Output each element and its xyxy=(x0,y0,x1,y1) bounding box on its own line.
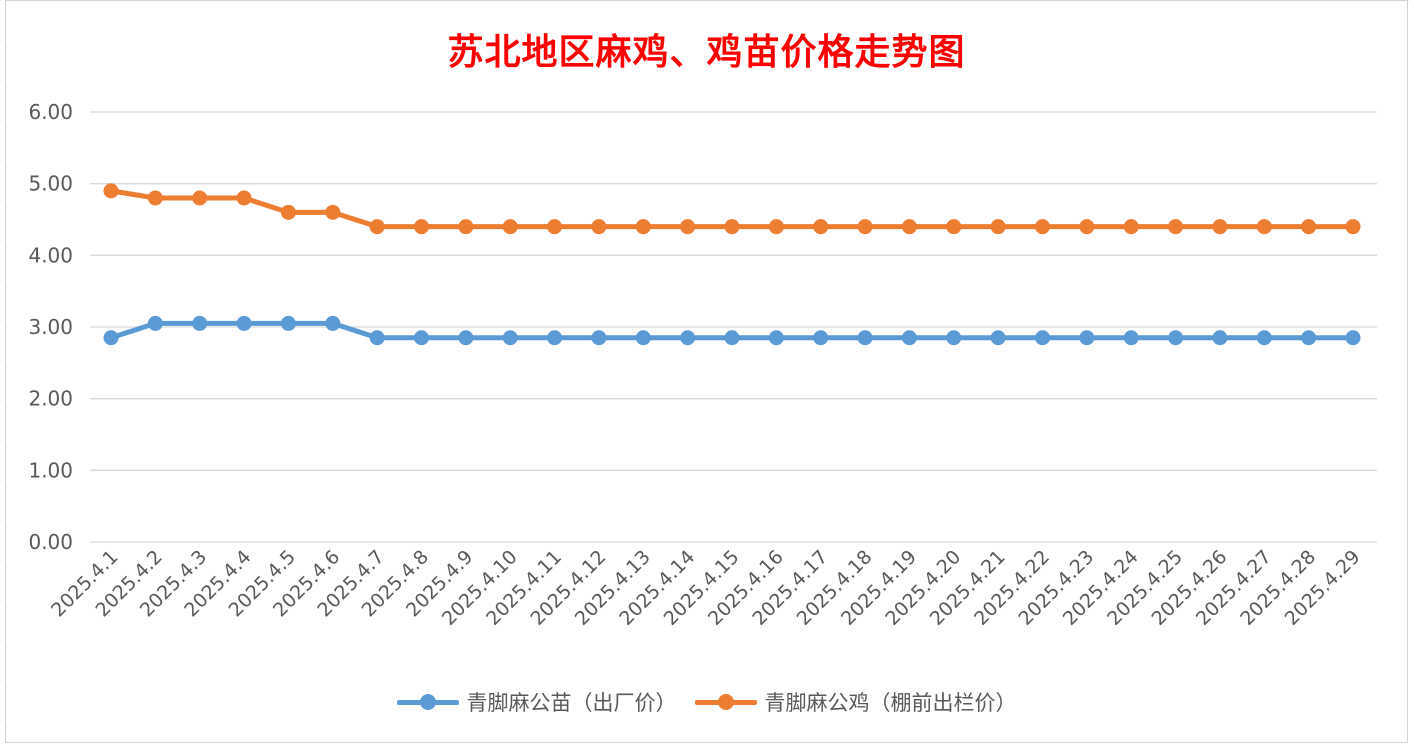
data-point-series-2 xyxy=(547,219,563,235)
data-point-series-2 xyxy=(414,219,429,235)
data-point-series-1 xyxy=(680,330,696,346)
data-point-series-2 xyxy=(1168,219,1184,235)
data-point-series-1 xyxy=(901,330,917,346)
chart-legend: 青脚麻公苗（出厂价） 青脚麻公鸡（棚前出栏价） xyxy=(6,687,1407,717)
data-point-series-2 xyxy=(901,219,917,235)
y-tick-label: 5.00 xyxy=(28,172,73,196)
data-point-series-1 xyxy=(280,315,296,331)
data-point-series-1 xyxy=(946,330,962,346)
data-point-series-1 xyxy=(1079,330,1095,346)
legend-label-series-1: 青脚麻公苗（出厂价） xyxy=(466,691,677,715)
data-point-series-1 xyxy=(813,330,829,346)
data-point-series-2 xyxy=(103,183,119,199)
data-point-series-1 xyxy=(1301,330,1317,346)
data-point-series-1 xyxy=(857,330,873,346)
data-point-series-1 xyxy=(458,330,474,346)
data-point-series-1 xyxy=(103,330,119,346)
data-point-series-1 xyxy=(1035,330,1050,346)
legend-item-series-2: 青脚麻公鸡（棚前出栏价） xyxy=(694,687,1017,717)
data-point-series-2 xyxy=(768,219,784,235)
data-point-series-2 xyxy=(236,190,252,206)
data-point-series-1 xyxy=(724,330,740,346)
data-point-series-1 xyxy=(1212,330,1228,346)
data-point-series-2 xyxy=(147,190,163,206)
data-point-series-2 xyxy=(857,219,873,235)
data-point-series-2 xyxy=(1256,219,1272,235)
data-point-series-2 xyxy=(192,190,208,206)
y-tick-label: 4.00 xyxy=(28,243,73,267)
data-point-series-2 xyxy=(1079,219,1095,235)
data-point-series-1 xyxy=(1123,330,1139,346)
data-point-series-1 xyxy=(502,330,518,346)
chart-title: 苏北地区麻鸡、鸡苗价格走势图 xyxy=(447,31,966,73)
data-point-series-1 xyxy=(414,330,429,346)
line-chart: 0.001.002.003.004.005.006.002025.4.12025… xyxy=(28,100,1377,630)
data-point-series-2 xyxy=(369,219,385,235)
y-tick-label: 6.00 xyxy=(28,100,73,124)
data-point-series-1 xyxy=(1256,330,1272,346)
data-point-series-1 xyxy=(635,330,651,346)
data-point-series-2 xyxy=(458,219,474,235)
data-point-series-1 xyxy=(768,330,784,346)
data-point-series-2 xyxy=(990,219,1006,235)
legend-item-series-1: 青脚麻公苗（出厂价） xyxy=(396,687,677,717)
data-point-series-1 xyxy=(369,330,385,346)
data-point-series-2 xyxy=(813,219,829,235)
legend-label-series-2: 青脚麻公鸡（棚前出栏价） xyxy=(764,691,1017,715)
legend-swatch-series-1 xyxy=(396,693,459,711)
y-tick-label: 2.00 xyxy=(28,387,73,411)
data-point-series-1 xyxy=(1345,330,1361,346)
data-point-series-2 xyxy=(1301,219,1317,235)
data-point-series-1 xyxy=(147,315,163,331)
data-point-series-2 xyxy=(1123,219,1139,235)
data-point-series-2 xyxy=(591,219,607,235)
data-point-series-2 xyxy=(1345,219,1361,235)
data-point-series-2 xyxy=(724,219,740,235)
data-point-series-1 xyxy=(591,330,607,346)
data-point-series-2 xyxy=(946,219,962,235)
data-point-series-2 xyxy=(635,219,651,235)
data-point-series-2 xyxy=(1035,219,1050,235)
data-point-series-2 xyxy=(502,219,518,235)
data-point-series-1 xyxy=(1168,330,1184,346)
y-tick-label: 3.00 xyxy=(28,315,73,339)
data-point-series-1 xyxy=(192,315,208,331)
y-tick-label: 0.00 xyxy=(28,530,73,554)
data-point-series-1 xyxy=(236,315,252,331)
data-point-series-1 xyxy=(325,315,341,331)
data-point-series-2 xyxy=(680,219,696,235)
y-tick-label: 1.00 xyxy=(28,458,73,482)
data-point-series-2 xyxy=(280,204,296,220)
data-point-series-2 xyxy=(1212,219,1228,235)
legend-swatch-series-2 xyxy=(694,693,757,711)
chart-area[interactable]: 苏北地区麻鸡、鸡苗价格走势图 0.00 1.00 2.00 3.00 4.00 5.00 6… xyxy=(5,0,1408,743)
data-point-series-2 xyxy=(325,204,341,220)
data-point-series-1 xyxy=(990,330,1006,346)
data-point-series-1 xyxy=(547,330,563,346)
